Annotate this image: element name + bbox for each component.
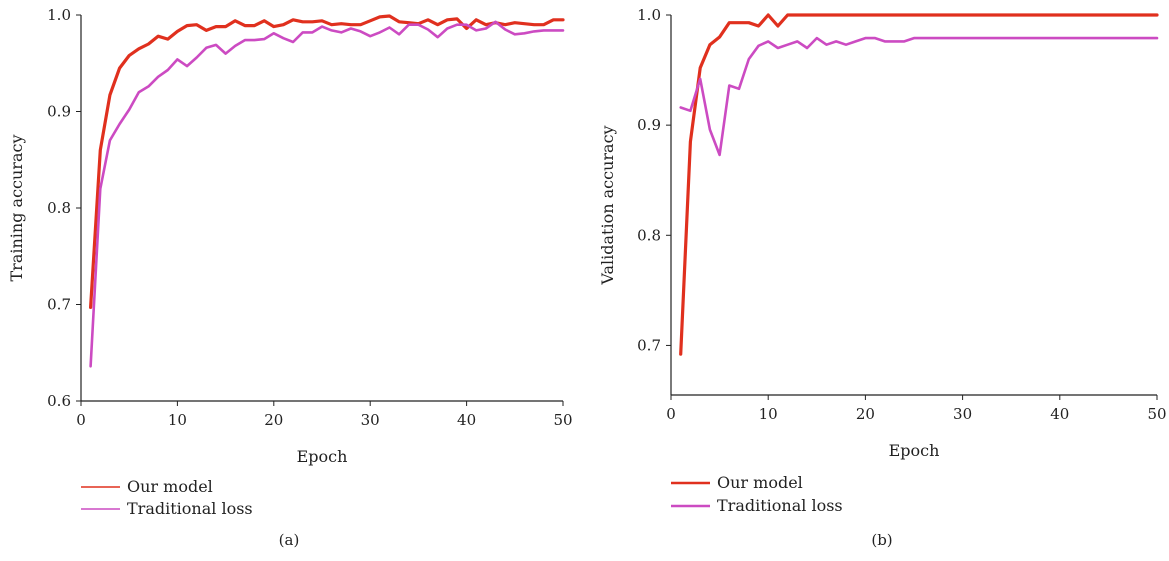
panel-caption: (a) [279,531,300,549]
legend-label: Traditional loss [127,499,253,518]
y-tick-label: 0.9 [637,116,661,134]
series-line-traditional-loss [89,20,565,368]
series-line-our-model [88,14,565,309]
x-tick-label: 30 [361,411,380,429]
x-tick-label: 0 [666,405,676,423]
x-tick-label: 10 [759,405,778,423]
y-axis-label: Training accuracy [7,135,26,282]
x-tick-label: 50 [553,411,572,429]
legend-label: Our model [717,473,803,492]
legend-label: Traditional loss [717,496,843,515]
y-tick-label: 1.0 [47,6,71,24]
x-axis-label: Epoch [297,447,348,466]
y-tick-label: 0.6 [47,392,71,410]
y-tick-label: 0.7 [47,296,71,314]
x-tick-label: 20 [264,411,283,429]
chart-b: 0 10 20 30 40 50 0.7 0.8 0.9 1.0 Epoch Validation a… [598,6,1167,549]
x-tick-label: 10 [168,411,187,429]
y-tick-label: 0.9 [47,103,71,121]
y-tick-label: 1.0 [637,6,661,24]
x-tick-label: 0 [76,411,86,429]
x-tick-label: 40 [457,411,476,429]
x-tick-label: 40 [1050,405,1069,423]
x-tick-label: 30 [953,405,972,423]
legend-label: Our model [127,477,213,496]
x-tick-label: 50 [1147,405,1166,423]
x-axis-label: Epoch [889,441,940,460]
y-tick-label: 0.8 [637,226,661,244]
y-axis-label: Validation accuracy [598,125,617,285]
y-tick-label: 0.7 [637,336,661,354]
series-line-our-model [679,13,1159,356]
panel-caption: (b) [871,531,892,549]
x-tick-label: 20 [856,405,875,423]
series-line-traditional-loss [679,36,1159,157]
y-tick-label: 0.8 [47,199,71,217]
chart-a: 0 10 20 30 40 50 0.6 0.7 0.8 0.9 1.0 Epoch Training … [7,6,573,549]
